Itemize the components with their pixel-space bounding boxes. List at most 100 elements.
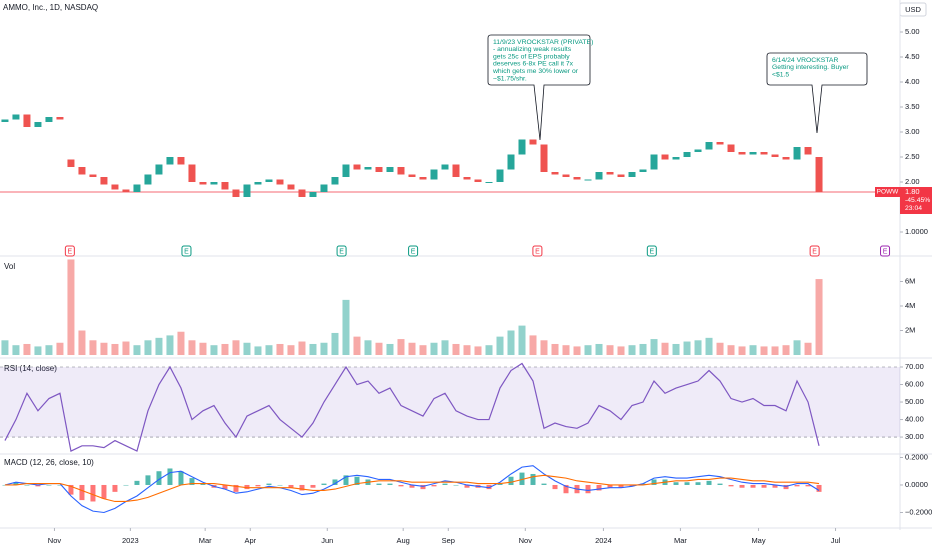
candle-body xyxy=(639,169,647,172)
candle-body xyxy=(815,157,823,192)
volume-bar xyxy=(254,346,262,355)
volume-bar xyxy=(771,346,779,355)
volume-bar xyxy=(298,341,306,355)
candle-body xyxy=(760,152,768,155)
volume-bar xyxy=(683,341,691,355)
candle-body xyxy=(793,147,801,160)
volume-bar xyxy=(584,345,592,355)
macd-histogram-bar xyxy=(354,476,360,485)
macd-histogram-bar xyxy=(640,483,646,485)
y-tick-label: 4M xyxy=(905,301,915,310)
candle-body xyxy=(716,142,724,145)
volume-bar xyxy=(144,340,152,355)
macd-histogram-bar xyxy=(321,483,327,485)
macd-histogram-bar xyxy=(519,472,525,485)
callout xyxy=(766,52,868,134)
x-tick-label: Jun xyxy=(321,536,333,545)
volume-bar xyxy=(441,340,449,355)
volume-bar xyxy=(100,342,108,355)
candle-body xyxy=(309,192,317,197)
price-tag xyxy=(900,187,932,214)
macd-histogram-bar xyxy=(761,484,767,488)
volume-bar xyxy=(672,343,680,355)
candle-body xyxy=(342,164,350,177)
y-tick-label: 0.0000 xyxy=(905,480,928,489)
macd-histogram-bar xyxy=(497,483,503,485)
volume-bar xyxy=(628,345,636,355)
candle-body xyxy=(617,174,625,177)
volume-bar xyxy=(364,340,372,355)
volume-bar xyxy=(353,336,361,355)
candle-body xyxy=(705,142,713,150)
volume-bar xyxy=(485,345,493,355)
candle-body xyxy=(474,179,482,182)
volume-bar xyxy=(507,330,515,355)
candle-body xyxy=(595,172,603,180)
volume-bar xyxy=(133,345,141,355)
annotation-text: Getting interesting. Buyer xyxy=(772,64,849,71)
macd-histogram-bar xyxy=(464,484,470,488)
candle-body xyxy=(573,177,581,180)
currency[interactable]: USD xyxy=(905,5,921,14)
volume-bar xyxy=(518,325,526,355)
candle-body xyxy=(441,164,449,170)
candle-body xyxy=(496,169,504,182)
macd-histogram-bar xyxy=(57,484,63,486)
volume-bar xyxy=(177,331,185,355)
volume-bar xyxy=(331,332,339,355)
volume-bar xyxy=(617,346,625,355)
volume-bar xyxy=(463,345,471,355)
macd-histogram-bar xyxy=(277,484,283,486)
y-tick-label: 5.00 xyxy=(905,27,920,36)
y-tick-label: 60.00 xyxy=(905,380,924,389)
candle-body xyxy=(254,182,262,185)
symbol-label: POWW xyxy=(877,189,900,196)
candle-body xyxy=(221,182,229,190)
earnings-label: E xyxy=(339,248,344,255)
macd-histogram-bar xyxy=(35,484,41,487)
volume-bar xyxy=(221,343,229,355)
volume-bar xyxy=(232,340,240,355)
x-tick-label: 2024 xyxy=(595,536,612,545)
candle-body xyxy=(672,157,680,160)
volume-bar xyxy=(397,339,405,355)
volume-bar xyxy=(243,342,251,355)
volume-bar xyxy=(716,342,724,355)
candle-body xyxy=(298,189,306,197)
volume-bar xyxy=(749,345,757,355)
macd-histogram-bar xyxy=(552,484,558,490)
y-tick-label: 3.50 xyxy=(905,102,920,111)
volume-bar xyxy=(309,343,317,355)
volume-bar xyxy=(210,345,218,355)
macd-histogram-bar xyxy=(431,484,437,487)
earnings-label: E xyxy=(649,248,654,255)
annotation-text: - annualizing weak results xyxy=(493,46,572,53)
volume-bar xyxy=(430,342,438,355)
candle-body xyxy=(331,177,339,185)
volume-bar xyxy=(694,340,702,355)
earnings-marker xyxy=(880,245,891,257)
volume-bar xyxy=(199,342,207,355)
candle-body xyxy=(485,182,493,183)
candle-body xyxy=(727,144,735,152)
macd-histogram-bar xyxy=(134,480,140,485)
macd-histogram-bar xyxy=(376,483,382,485)
annotation-text: gets 25c of EPS probably xyxy=(493,53,570,60)
macd-histogram-bar xyxy=(112,484,118,492)
candle-body xyxy=(507,154,515,170)
x-tick-label: Nov xyxy=(519,536,533,545)
candle-body xyxy=(1,119,9,122)
y-tick-label: 6M xyxy=(905,276,915,285)
macd-histogram-bar xyxy=(453,484,459,486)
macd-histogram-bar xyxy=(816,484,822,492)
volume-bar xyxy=(56,342,64,355)
earnings-marker xyxy=(336,245,347,257)
volume-bar xyxy=(320,342,328,355)
volume-bar xyxy=(793,340,801,355)
candle-body xyxy=(364,167,372,170)
pane-title: RSI (14, close) xyxy=(4,364,57,373)
candle-body xyxy=(287,184,295,190)
volume-bar xyxy=(551,343,559,355)
macd-histogram-bar xyxy=(717,483,723,485)
